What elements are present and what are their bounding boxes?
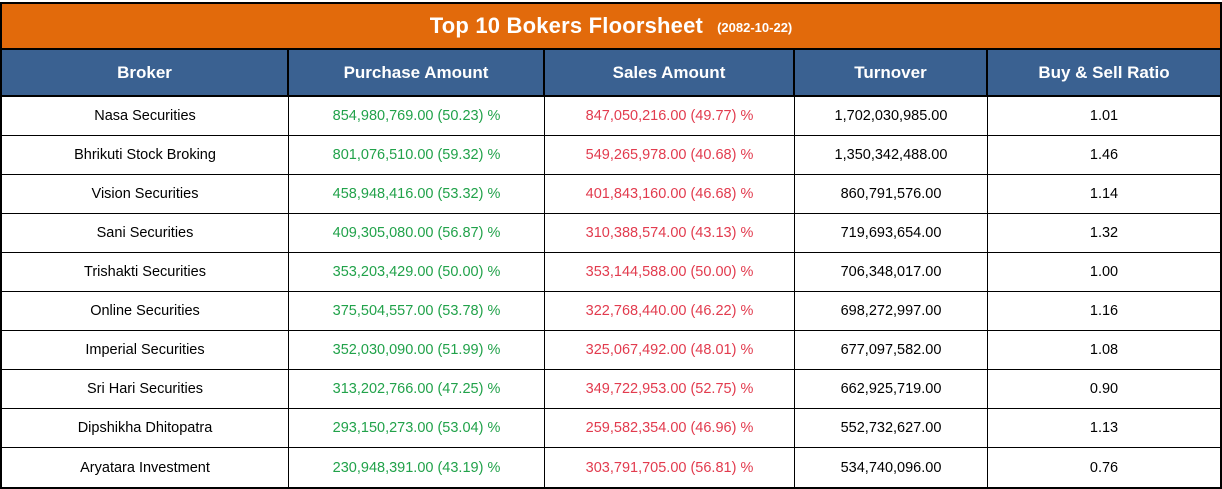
table-row: Dipshikha Dhitopatra 293,150,273.00 (53.… xyxy=(2,409,1220,448)
buy-sell-ratio-cell: 0.90 xyxy=(988,370,1220,408)
broker-name-cell: Bhrikuti Stock Broking xyxy=(2,136,289,174)
column-header-purchase: Purchase Amount xyxy=(289,50,545,95)
turnover-cell: 860,791,576.00 xyxy=(795,175,988,213)
sales-amount-cell: 349,722,953.00 (52.75) % xyxy=(545,370,795,408)
sales-amount-cell: 549,265,978.00 (40.68) % xyxy=(545,136,795,174)
table-header-row: Broker Purchase Amount Sales Amount Turn… xyxy=(2,50,1220,97)
buy-sell-ratio-cell: 0.76 xyxy=(988,448,1220,487)
purchase-amount-cell: 293,150,273.00 (53.04) % xyxy=(289,409,545,447)
purchase-amount-cell: 353,203,429.00 (50.00) % xyxy=(289,253,545,291)
sales-amount-cell: 325,067,492.00 (48.01) % xyxy=(545,331,795,369)
buy-sell-ratio-cell: 1.14 xyxy=(988,175,1220,213)
buy-sell-ratio-cell: 1.32 xyxy=(988,214,1220,252)
turnover-cell: 552,732,627.00 xyxy=(795,409,988,447)
table-row: Nasa Securities 854,980,769.00 (50.23) %… xyxy=(2,97,1220,136)
sales-amount-cell: 847,050,216.00 (49.77) % xyxy=(545,97,795,135)
turnover-cell: 534,740,096.00 xyxy=(795,448,988,487)
sales-amount-cell: 401,843,160.00 (46.68) % xyxy=(545,175,795,213)
buy-sell-ratio-cell: 1.46 xyxy=(988,136,1220,174)
broker-name-cell: Trishakti Securities xyxy=(2,253,289,291)
column-header-sales: Sales Amount xyxy=(545,50,795,95)
turnover-cell: 719,693,654.00 xyxy=(795,214,988,252)
purchase-amount-cell: 313,202,766.00 (47.25) % xyxy=(289,370,545,408)
table-row: Aryatara Investment 230,948,391.00 (43.1… xyxy=(2,448,1220,487)
table-row: Vision Securities 458,948,416.00 (53.32)… xyxy=(2,175,1220,214)
buy-sell-ratio-cell: 1.16 xyxy=(988,292,1220,330)
buy-sell-ratio-cell: 1.00 xyxy=(988,253,1220,291)
purchase-amount-cell: 409,305,080.00 (56.87) % xyxy=(289,214,545,252)
broker-name-cell: Dipshikha Dhitopatra xyxy=(2,409,289,447)
table-row: Sani Securities 409,305,080.00 (56.87) %… xyxy=(2,214,1220,253)
sales-amount-cell: 322,768,440.00 (46.22) % xyxy=(545,292,795,330)
turnover-cell: 1,702,030,985.00 xyxy=(795,97,988,135)
table-body: Nasa Securities 854,980,769.00 (50.23) %… xyxy=(2,97,1220,487)
broker-name-cell: Vision Securities xyxy=(2,175,289,213)
buy-sell-ratio-cell: 1.01 xyxy=(988,97,1220,135)
column-header-ratio: Buy & Sell Ratio xyxy=(1038,62,1170,82)
column-header-turnover: Turnover xyxy=(795,50,988,95)
broker-name-cell: Nasa Securities xyxy=(2,97,289,135)
turnover-cell: 662,925,719.00 xyxy=(795,370,988,408)
table-row: Imperial Securities 352,030,090.00 (51.9… xyxy=(2,331,1220,370)
purchase-amount-cell: 352,030,090.00 (51.99) % xyxy=(289,331,545,369)
buy-sell-ratio-cell: 1.13 xyxy=(988,409,1220,447)
column-header-broker: Broker xyxy=(2,50,289,95)
purchase-amount-cell: 854,980,769.00 (50.23) % xyxy=(289,97,545,135)
table-row: Sri Hari Securities 313,202,766.00 (47.2… xyxy=(2,370,1220,409)
broker-name-cell: Imperial Securities xyxy=(2,331,289,369)
table-title-bar: Top 10 Bokers Floorsheet (2082-10-22) xyxy=(2,4,1220,50)
broker-name-cell: Sani Securities xyxy=(2,214,289,252)
sales-amount-cell: 310,388,574.00 (43.13) % xyxy=(545,214,795,252)
sales-amount-cell: 259,582,354.00 (46.96) % xyxy=(545,409,795,447)
table-title-date: (2082-10-22) xyxy=(717,20,793,35)
table-row: Bhrikuti Stock Broking 801,076,510.00 (5… xyxy=(2,136,1220,175)
broker-name-cell: Sri Hari Securities xyxy=(2,370,289,408)
sales-amount-cell: 303,791,705.00 (56.81) % xyxy=(545,448,795,487)
turnover-cell: 706,348,017.00 xyxy=(795,253,988,291)
purchase-amount-cell: 375,504,557.00 (53.78) % xyxy=(289,292,545,330)
turnover-cell: 698,272,997.00 xyxy=(795,292,988,330)
table-title: Top 10 Bokers Floorsheet xyxy=(429,13,704,38)
table-row: Trishakti Securities 353,203,429.00 (50.… xyxy=(2,253,1220,292)
broker-name-cell: Online Securities xyxy=(2,292,289,330)
turnover-cell: 677,097,582.00 xyxy=(795,331,988,369)
purchase-amount-cell: 230,948,391.00 (43.19) % xyxy=(289,448,545,487)
purchase-amount-cell: 801,076,510.00 (59.32) % xyxy=(289,136,545,174)
purchase-amount-cell: 458,948,416.00 (53.32) % xyxy=(289,175,545,213)
buy-sell-ratio-cell: 1.08 xyxy=(988,331,1220,369)
sales-amount-cell: 353,144,588.00 (50.00) % xyxy=(545,253,795,291)
table-row: Online Securities 375,504,557.00 (53.78)… xyxy=(2,292,1220,331)
turnover-cell: 1,350,342,488.00 xyxy=(795,136,988,174)
broker-name-cell: Aryatara Investment xyxy=(2,448,289,487)
